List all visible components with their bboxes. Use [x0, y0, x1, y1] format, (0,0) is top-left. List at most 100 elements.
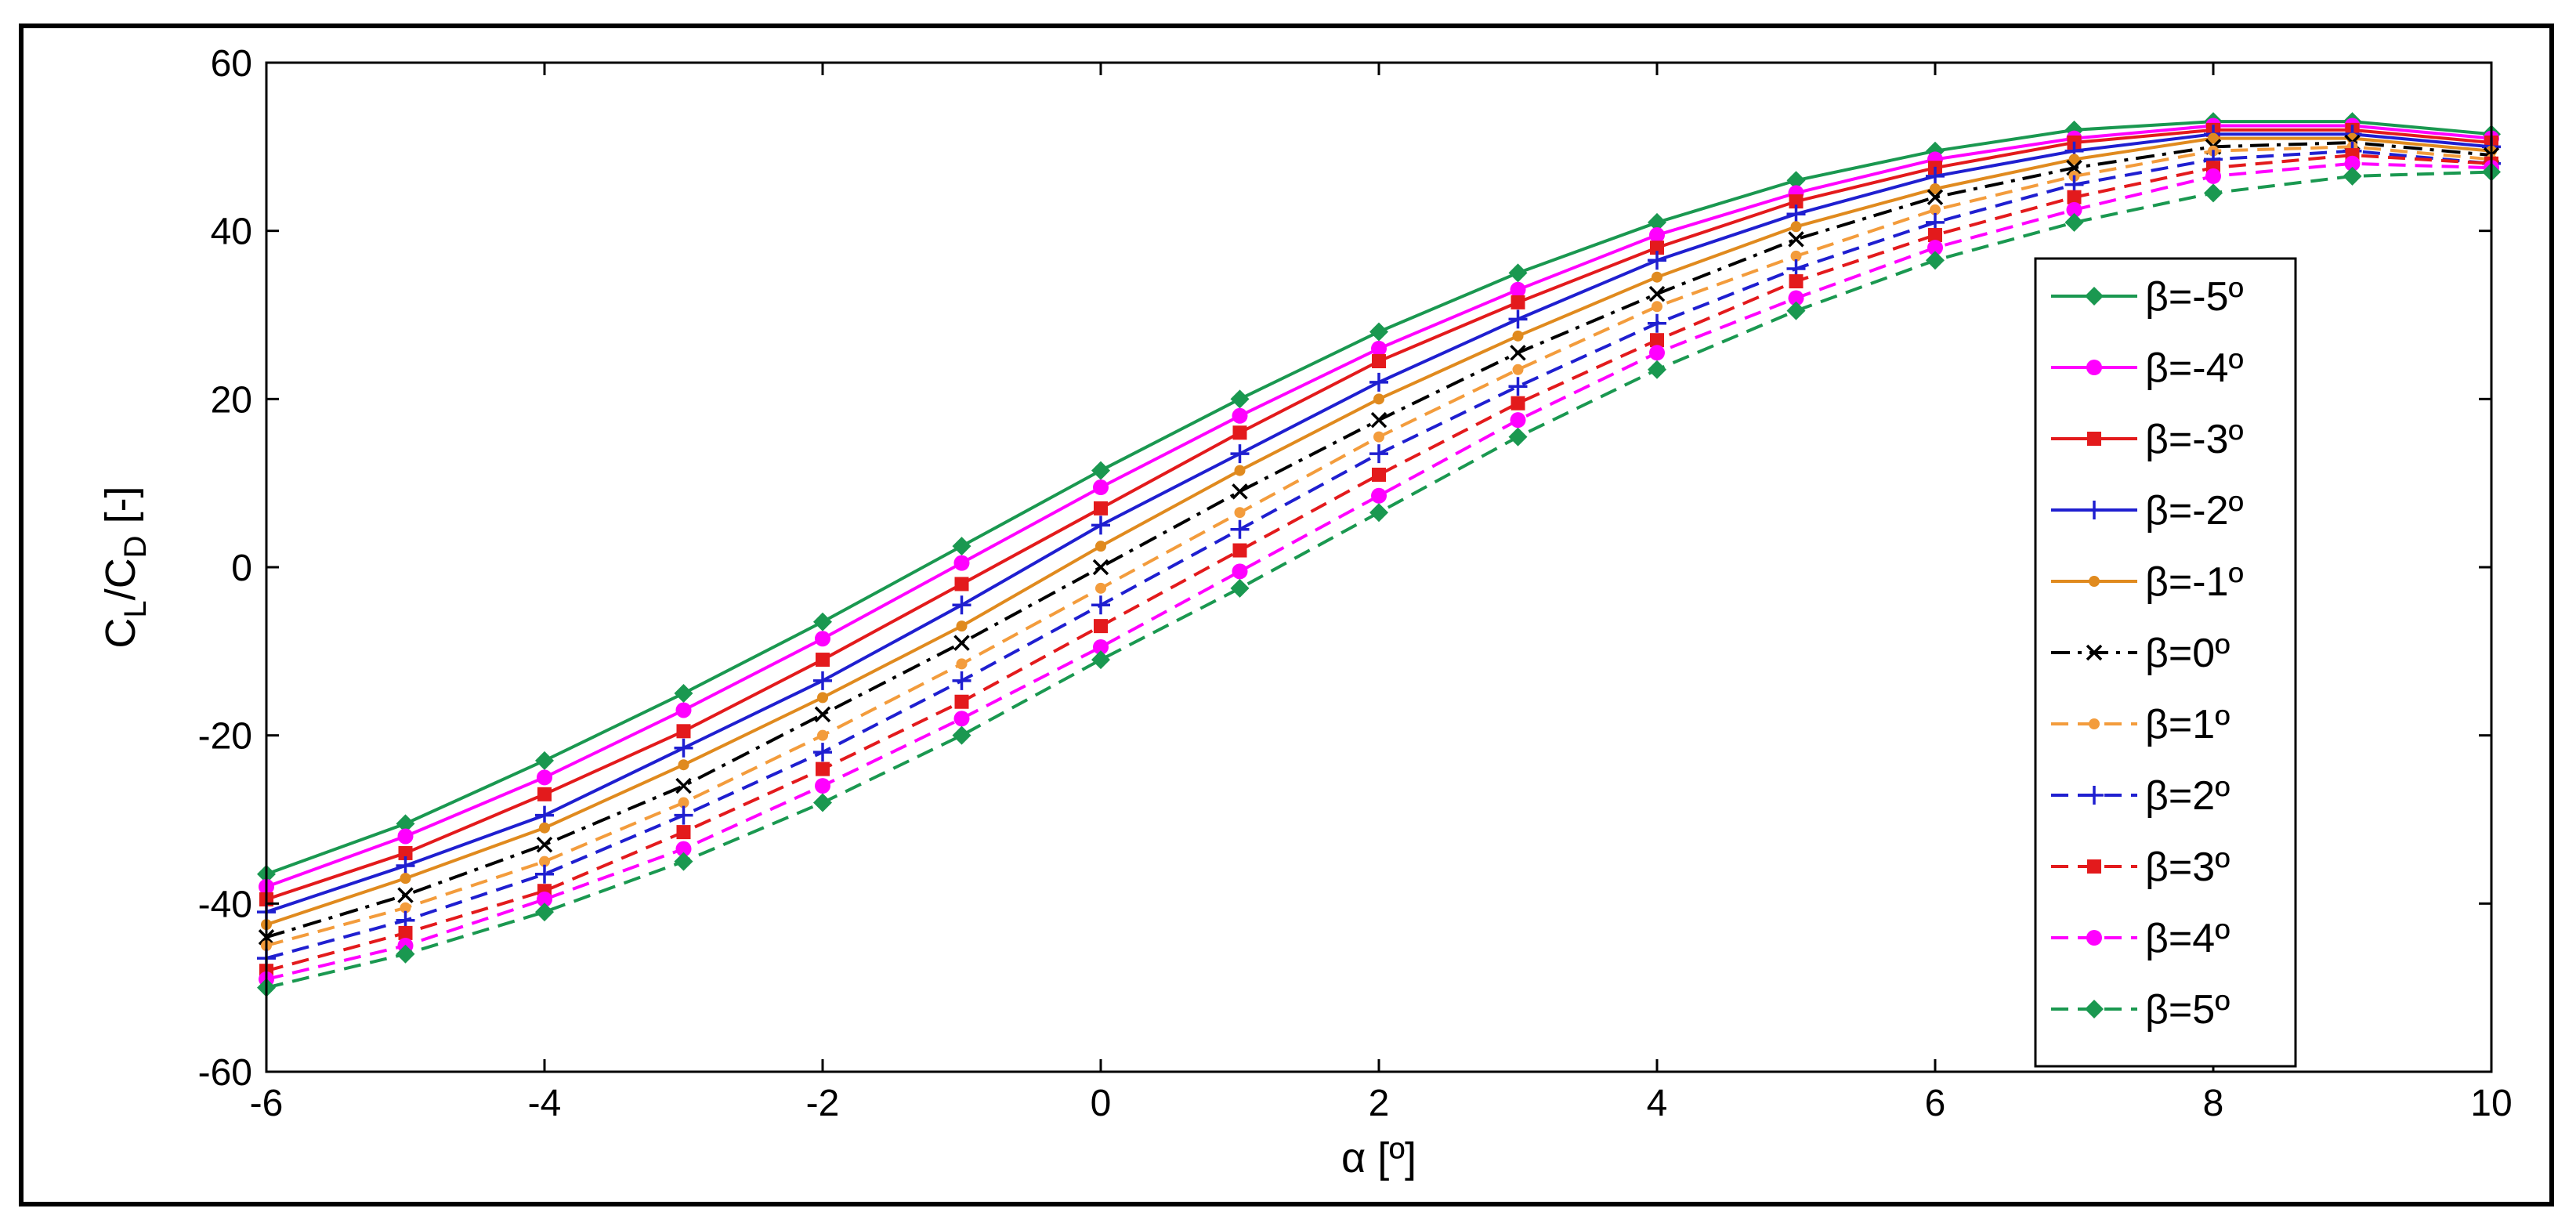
data-point	[675, 702, 692, 718]
x-tick-label: -4	[528, 1083, 562, 1124]
legend: β=-5º β=-4º β=-3º β=-2º β=-1º β=0º β=1º β=2º β=3…	[2034, 257, 2297, 1068]
y-axis-title-sub1: L	[118, 600, 153, 617]
legend-entry: β=-3º	[2051, 417, 2244, 462]
data-point	[1790, 250, 1802, 262]
data-point	[1508, 377, 1528, 396]
legend-entry: β=-4º	[2051, 345, 2244, 391]
data-point	[1234, 465, 1246, 476]
data-point	[813, 793, 832, 812]
data-point	[1510, 281, 1526, 298]
data-point	[1790, 221, 1802, 233]
data-point	[815, 778, 830, 794]
data-point	[535, 751, 554, 770]
y-axis-title-tail: [-]	[97, 486, 144, 535]
legend-label: β=4º	[2145, 916, 2230, 961]
data-point	[1648, 251, 1666, 270]
data-point	[1232, 425, 1247, 440]
legend-entry: β=2º	[2051, 773, 2230, 819]
legend-label: β=1º	[2145, 702, 2230, 747]
data-point	[1372, 354, 1386, 369]
legend-label: β=-2º	[2145, 488, 2244, 534]
y-tick-label: 40	[211, 212, 252, 253]
data-point	[678, 797, 689, 809]
legend-entry: β=-5º	[2051, 274, 2244, 320]
y-tick-label: 0	[231, 548, 252, 589]
data-point	[397, 887, 414, 903]
data-point	[1091, 595, 1110, 615]
data-point	[539, 822, 550, 834]
data-point	[676, 724, 691, 739]
data-point	[954, 694, 969, 709]
series-line	[266, 154, 2492, 973]
data-point	[1788, 290, 1804, 306]
legend-swatch-marker	[2085, 786, 2104, 805]
y-tick-label: 60	[211, 43, 252, 85]
data-point	[2344, 155, 2361, 172]
data-point	[539, 856, 550, 867]
data-point	[1369, 444, 1388, 464]
data-point	[1095, 582, 1106, 594]
data-point	[816, 762, 830, 776]
series-5	[258, 134, 2500, 946]
data-point	[1230, 519, 1250, 539]
data-point	[1095, 541, 1106, 552]
data-point	[1927, 189, 1944, 205]
data-point	[1369, 322, 1388, 342]
x-tick-label: 6	[1925, 1083, 1946, 1124]
legend-swatch-marker	[2086, 930, 2102, 946]
data-point	[1650, 241, 1664, 255]
data-point	[1649, 345, 1665, 361]
data-point	[397, 828, 414, 845]
data-point	[1652, 271, 1662, 283]
data-point	[396, 944, 415, 964]
data-point	[1370, 411, 1387, 429]
data-point	[1230, 578, 1250, 598]
data-point	[674, 738, 693, 758]
legend-label: β=0º	[2145, 631, 2230, 676]
data-point	[1369, 372, 1388, 392]
data-point	[1373, 431, 1384, 443]
data-point	[956, 658, 968, 670]
data-point	[1926, 251, 1945, 270]
data-point	[1371, 487, 1387, 504]
legend-swatch-marker	[2089, 718, 2100, 729]
x-tick-label: 2	[1369, 1083, 1390, 1124]
x-tick-label: -6	[250, 1083, 284, 1124]
legend-label: β=5º	[2145, 987, 2230, 1033]
series-line	[266, 161, 2492, 981]
x-axis-title: α [º]	[1341, 1134, 1416, 1181]
data-point	[1508, 427, 1528, 447]
data-point	[674, 805, 693, 825]
y-tick-label: -20	[198, 716, 252, 758]
data-point	[1372, 467, 1386, 482]
legend-label: β=3º	[2145, 845, 2230, 890]
data-point	[1926, 166, 1945, 186]
data-point	[675, 841, 692, 857]
data-point	[1649, 227, 1665, 244]
data-point	[1232, 483, 1248, 500]
x-tick-label: 10	[2470, 1083, 2512, 1124]
data-point	[2205, 168, 2221, 184]
data-point	[1648, 285, 1666, 302]
legend-label: β=-3º	[2145, 417, 2244, 462]
legend-swatch-marker	[2086, 360, 2102, 375]
data-point	[1371, 340, 1387, 356]
data-point	[1232, 563, 1248, 580]
y-tick-label: 20	[211, 379, 252, 421]
data-point	[537, 787, 552, 801]
data-point	[813, 743, 832, 762]
data-point	[1508, 309, 1528, 329]
data-point	[674, 852, 693, 871]
data-point	[952, 725, 971, 745]
data-point	[2064, 212, 2084, 232]
legend-swatch-marker	[2086, 644, 2103, 661]
data-point	[1373, 393, 1384, 405]
data-point	[1650, 333, 1664, 348]
legend-entry: β=0º	[2051, 631, 2230, 676]
legend-label: β=-1º	[2145, 559, 2244, 605]
data-point	[952, 537, 971, 556]
series-0	[257, 112, 2501, 884]
data-point	[400, 902, 411, 913]
legend-entry: β=-1º	[2051, 559, 2244, 605]
